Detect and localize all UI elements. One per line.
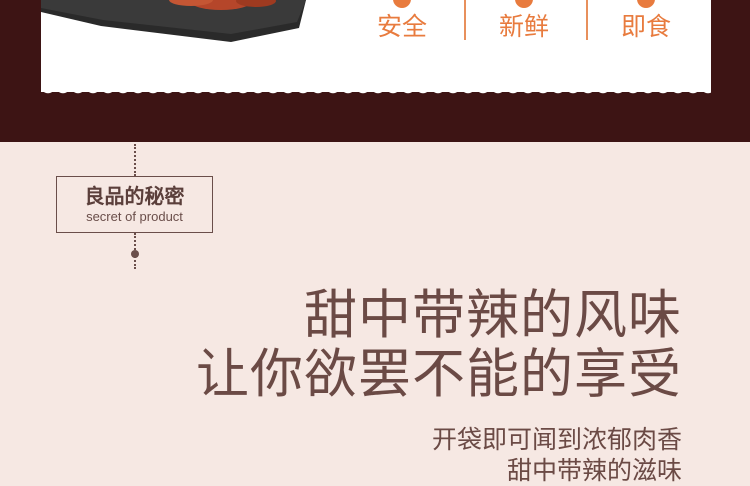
orange-dot-icon bbox=[393, 0, 411, 8]
connector-dot-icon bbox=[131, 250, 139, 258]
product-image bbox=[41, 0, 306, 42]
divider bbox=[464, 0, 466, 40]
feature-label: 新鲜 bbox=[498, 12, 549, 41]
feature-label: 即食 bbox=[620, 12, 671, 41]
feature-label: 安全 bbox=[376, 12, 427, 41]
badge-subtitle: secret of product bbox=[86, 209, 183, 224]
headline-line-2: 让你欲罢不能的享受 bbox=[196, 344, 682, 405]
orange-dot-icon bbox=[637, 0, 655, 8]
scalloped-edge bbox=[41, 84, 711, 102]
feature-ready-to-eat: 即食 bbox=[586, 0, 706, 41]
body-line-1: 开袋即可闻到浓郁肉香 bbox=[431, 425, 682, 454]
dotted-connector-top bbox=[134, 144, 136, 176]
badge-title: 良品的秘密 bbox=[84, 184, 185, 208]
headline-line-1: 甜中带辣的风味 bbox=[304, 285, 682, 346]
secret-badge: 良品的秘密 secret of product bbox=[56, 176, 213, 233]
feature-safe: 安全 bbox=[342, 0, 462, 41]
orange-dot-icon bbox=[515, 0, 533, 8]
divider bbox=[586, 0, 588, 40]
body-line-2: 甜中带辣的滋味 bbox=[506, 456, 682, 485]
feature-fresh: 新鲜 bbox=[464, 0, 584, 41]
